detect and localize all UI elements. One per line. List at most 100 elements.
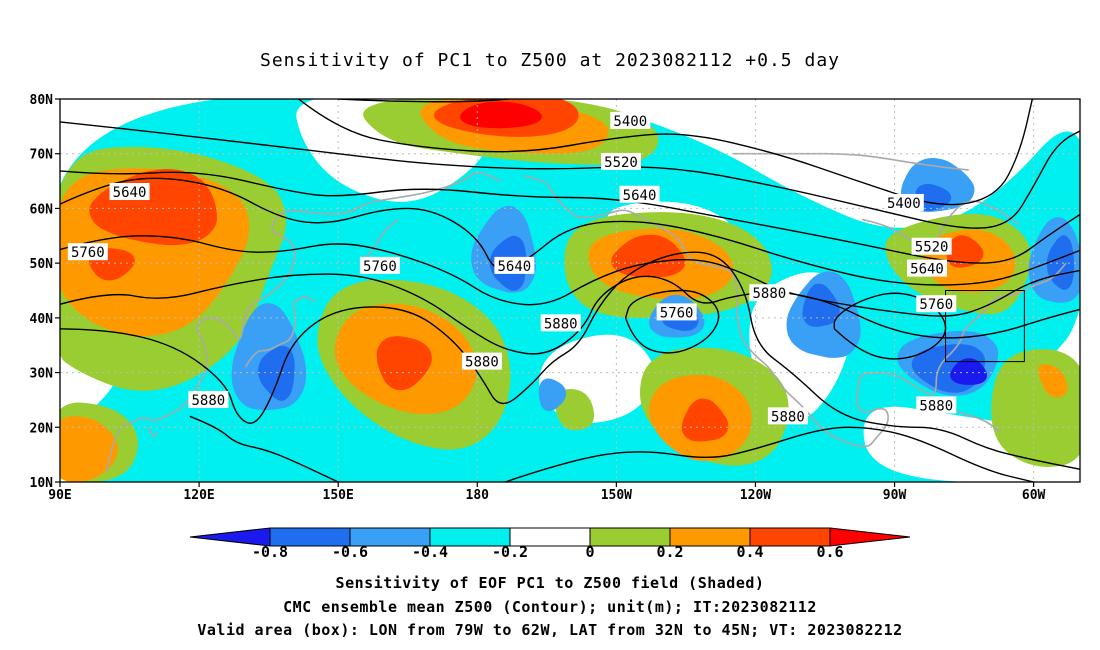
contour-label-bg [656,303,697,321]
shading-region [60,416,118,482]
lat-label: 30N [30,367,54,382]
coastline [861,200,1021,248]
shading-region [538,378,567,412]
contour-line [60,235,1080,317]
shading-region [946,235,984,268]
lat-label: 20N [30,421,54,436]
contour-label: 5760 [359,256,400,275]
contour-label-text: 5880 [753,286,787,302]
lon-label: 90E [48,488,71,503]
contour-line [624,289,720,354]
lon-label: 150W [601,488,632,503]
lon-label: 60W [1022,488,1046,503]
contour-label-bg [610,111,651,129]
colorbar-tick-label: 0.6 [816,543,843,561]
contour-label: 5640 [619,185,660,204]
contour-label-text: 5760 [363,259,397,275]
contour-label-bg [911,237,952,255]
valid-area-box [945,290,1025,363]
coastline [105,172,501,472]
shading-region [802,283,840,327]
colorbar: -0.8 -0.6 -0.4 -0.2 0 0.2 0.4 0.6 [189,527,911,561]
contour-line [60,170,1080,264]
contour-label-bg [67,243,108,261]
contour-label-text: 5760 [71,245,105,261]
contour-label-bg [907,259,947,277]
contour-label: 5640 [907,259,947,278]
contour-label-bg [188,390,229,408]
contour-label: 5520 [911,237,952,256]
coastline [523,174,1067,448]
shading-region [863,406,1080,482]
contour-line [833,292,947,360]
lon-label: 180 [466,488,490,503]
lat-label: 70N [30,148,54,163]
contour-label: 5760 [67,243,108,261]
contour-label: 5880 [540,314,581,332]
contour-label-bg [619,185,660,203]
coastline [244,296,316,368]
z500-contours [60,99,1080,482]
contour-label-text: 5880 [771,409,805,425]
coastline [365,218,399,259]
colorbar-tick-label: 0.2 [656,543,683,561]
contour-label-bg [109,183,150,201]
lat-label: 10N [30,476,54,491]
contour-label-text: 5880 [919,398,953,414]
shading-region [460,101,542,129]
coastline [732,152,969,171]
colorbar-swatch [829,527,911,547]
contour-line [60,121,1080,229]
map-title: Sensitivity of PC1 to Z500 at 2023082112… [259,50,840,71]
contour-label-bg [540,314,581,332]
contour-label: 5880 [749,284,790,302]
lon-label: 120W [740,488,771,503]
contour-label: 5880 [767,407,808,425]
contour-label: 5400 [610,111,651,130]
contour-label-bg [916,295,957,313]
contour-label-bg [494,256,535,274]
contour-labels: 5400 5520 5640 5400 5520 5640 5760 5880 5640 5760… [67,111,957,425]
contour-label: 5640 [109,183,150,201]
colorbar-tick-label: 0 [585,543,594,561]
caption-line-3: Valid area (box): LON from 79W to 62W, L… [197,621,903,639]
contour-label: 5520 [601,152,641,171]
coastline [147,426,158,437]
contour-label-text: 5880 [544,316,578,332]
contour-label-bg [749,284,790,302]
lat-label: 60N [30,202,54,217]
contour-label-bg [601,152,641,170]
contour-label-text: 5760 [919,297,953,313]
contour-label: 5880 [916,396,957,414]
grid-lines [60,99,1080,482]
colorbar-tick-label: -0.8 [252,543,288,561]
sensitivity-map: 5400 5520 5640 5400 5520 5640 5760 5880 5640 5760… [30,93,1081,503]
shading-region [950,358,988,385]
contour-label: 5760 [916,295,957,313]
lon-label: 120E [183,488,214,503]
map-frame [59,98,1081,483]
contour-label: 5640 [494,256,535,275]
caption-line-1: Sensitivity of EOF PC1 to Z500 field (Sh… [335,574,765,592]
contour-label-text: 5640 [113,185,147,201]
colorbar-tick-label: -0.6 [332,543,368,561]
contour-label-text: 5520 [604,155,638,171]
shading-region [681,398,729,442]
contour-label-bg [916,396,957,414]
coastlines [105,152,1067,472]
lat-label: 80N [30,93,54,108]
contour-label-bg [461,352,502,370]
contour-label-bg [359,256,400,274]
contour-label-text: 5760 [660,305,694,321]
contour-line [297,99,1034,206]
shading-region [376,336,432,391]
shading-region [555,389,595,431]
contour-line [189,415,339,482]
lat-label: 50N [30,257,54,272]
contour-line [504,426,1034,482]
contour-label-text: 5640 [498,259,532,275]
contour-label-text: 5520 [915,240,949,256]
caption-line-2: CMC ensemble mean Z500 (Contour); unit(m… [283,598,817,616]
contour-label-text: 5400 [887,196,921,212]
